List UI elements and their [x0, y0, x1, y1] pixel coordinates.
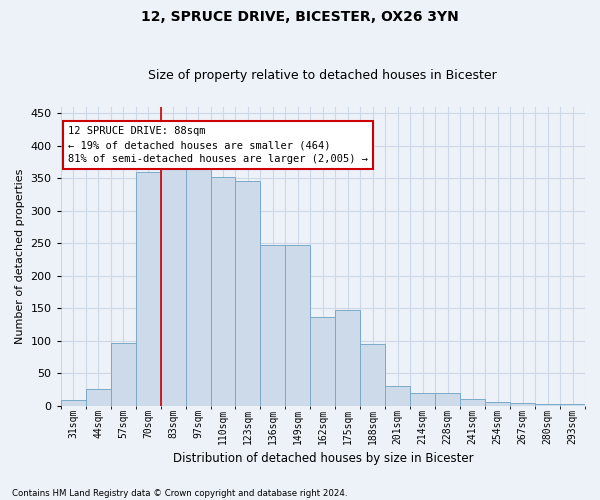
Bar: [110, 342, 136, 406]
Text: Contains HM Land Registry data © Crown copyright and database right 2024.: Contains HM Land Registry data © Crown c…: [12, 488, 347, 498]
Bar: [260, 244, 286, 406]
Bar: [560, 404, 585, 406]
Bar: [235, 182, 260, 406]
Bar: [86, 390, 110, 406]
Bar: [485, 402, 510, 406]
Bar: [510, 403, 535, 406]
Bar: [410, 394, 435, 406]
Y-axis label: Number of detached properties: Number of detached properties: [15, 168, 25, 344]
Text: 12, SPRUCE DRIVE, BICESTER, OX26 3YN: 12, SPRUCE DRIVE, BICESTER, OX26 3YN: [141, 10, 459, 24]
Bar: [535, 404, 560, 406]
Bar: [335, 310, 361, 406]
Bar: [310, 316, 335, 406]
Bar: [286, 244, 310, 406]
Title: Size of property relative to detached houses in Bicester: Size of property relative to detached ho…: [148, 69, 497, 82]
Bar: [385, 386, 410, 406]
Bar: [460, 399, 485, 406]
Bar: [136, 172, 161, 406]
X-axis label: Distribution of detached houses by size in Bicester: Distribution of detached houses by size …: [173, 452, 473, 465]
Bar: [211, 177, 235, 406]
Text: 12 SPRUCE DRIVE: 88sqm
← 19% of detached houses are smaller (464)
81% of semi-de: 12 SPRUCE DRIVE: 88sqm ← 19% of detached…: [68, 126, 368, 164]
Bar: [185, 168, 211, 406]
Bar: [161, 168, 185, 406]
Bar: [61, 400, 86, 406]
Bar: [435, 392, 460, 406]
Bar: [361, 344, 385, 406]
